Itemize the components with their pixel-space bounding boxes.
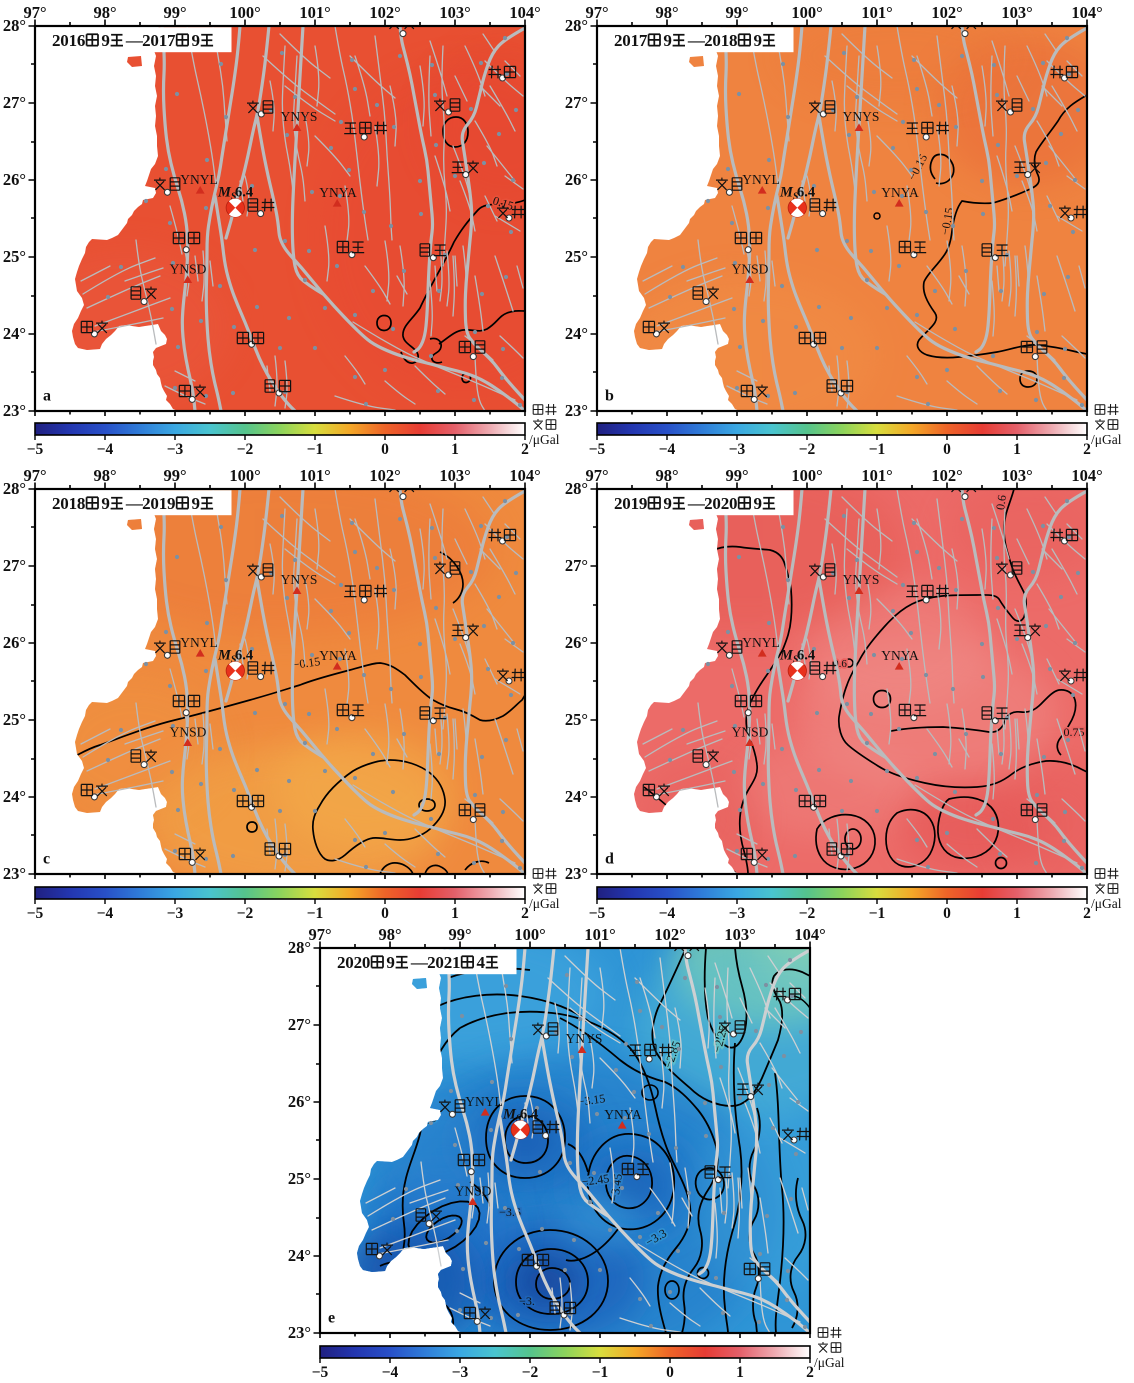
svg-text:9: 9: [386, 953, 395, 972]
svg-text:c: c: [43, 851, 50, 868]
svg-text:6: 6: [77, 31, 86, 50]
svg-text:—: —: [687, 31, 706, 50]
svg-text:1: 1: [631, 494, 640, 513]
svg-text:2: 2: [704, 494, 713, 513]
svg-text:0: 0: [362, 953, 371, 972]
svg-text:1: 1: [631, 31, 640, 50]
svg-text:7: 7: [639, 31, 648, 50]
svg-text:0: 0: [150, 494, 159, 513]
svg-text:0: 0: [712, 494, 721, 513]
svg-text:−2.45: −2.45: [581, 1171, 610, 1189]
svg-text:4: 4: [477, 953, 486, 972]
svg-text:2: 2: [354, 953, 363, 972]
svg-text:—: —: [125, 494, 144, 513]
svg-text:2: 2: [704, 31, 713, 50]
svg-text:9: 9: [663, 31, 672, 50]
svg-text:−3.15: −3.15: [577, 1091, 606, 1109]
svg-text:0: 0: [435, 953, 444, 972]
svg-text:−3.45: −3.45: [607, 1173, 625, 1202]
svg-text:9: 9: [639, 494, 648, 513]
svg-text:2: 2: [337, 953, 346, 972]
svg-text:0: 0: [622, 31, 631, 50]
svg-text:b: b: [605, 388, 614, 405]
svg-text:—: —: [410, 953, 429, 972]
svg-text:2: 2: [142, 31, 151, 50]
svg-text:a: a: [43, 388, 51, 405]
svg-text:0: 0: [729, 494, 738, 513]
svg-text:0: 0: [345, 953, 354, 972]
svg-text:8: 8: [77, 494, 86, 513]
svg-text:2: 2: [721, 494, 730, 513]
svg-text:2: 2: [427, 953, 436, 972]
svg-text:0: 0: [622, 494, 631, 513]
svg-text:−0.15: −0.15: [938, 206, 957, 236]
svg-text:0: 0: [150, 31, 159, 50]
svg-text:2: 2: [142, 494, 151, 513]
svg-text:7: 7: [167, 31, 176, 50]
svg-text:2: 2: [52, 494, 61, 513]
svg-text:d: d: [605, 851, 614, 868]
svg-text:9: 9: [754, 31, 763, 50]
svg-text:8: 8: [729, 31, 738, 50]
svg-text:1: 1: [452, 953, 461, 972]
svg-text:1: 1: [69, 31, 78, 50]
svg-text:9: 9: [101, 494, 110, 513]
svg-text:1: 1: [721, 31, 730, 50]
svg-text:9: 9: [754, 494, 763, 513]
svg-text:0.6: 0.6: [993, 494, 1009, 511]
svg-text:0: 0: [60, 31, 69, 50]
svg-text:2: 2: [444, 953, 453, 972]
svg-text:—: —: [125, 31, 144, 50]
svg-text:1: 1: [159, 31, 168, 50]
svg-text:0: 0: [60, 494, 69, 513]
svg-text:2: 2: [614, 31, 623, 50]
svg-text:9: 9: [192, 494, 201, 513]
svg-text:9: 9: [101, 31, 110, 50]
svg-text:−3.: −3.: [519, 1294, 535, 1308]
svg-text:9: 9: [167, 494, 176, 513]
svg-text:0: 0: [712, 31, 721, 50]
svg-text:1: 1: [159, 494, 168, 513]
svg-text:2: 2: [52, 31, 61, 50]
svg-text:2: 2: [614, 494, 623, 513]
svg-text:9: 9: [663, 494, 672, 513]
svg-text:−0.15: −0.15: [292, 654, 321, 672]
svg-text:—: —: [687, 494, 706, 513]
svg-text:1: 1: [69, 494, 78, 513]
svg-text:e: e: [328, 1310, 335, 1327]
svg-text:9: 9: [192, 31, 201, 50]
